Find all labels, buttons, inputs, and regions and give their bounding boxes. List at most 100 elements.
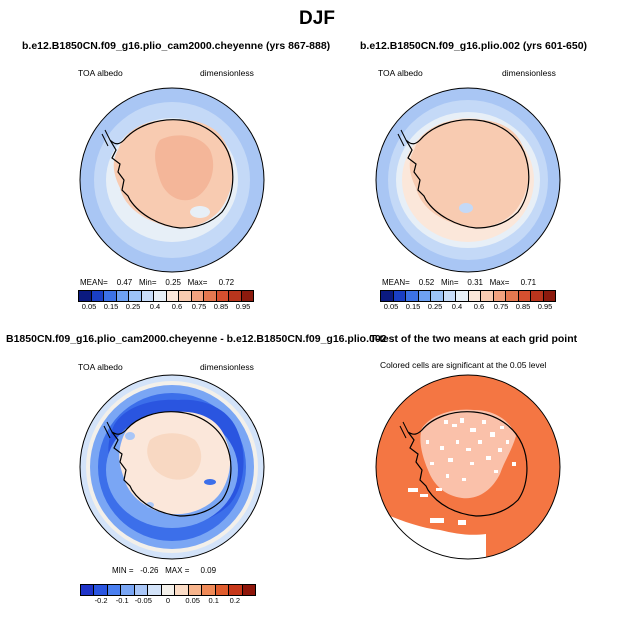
panel3-min-label: MIN = — [112, 566, 134, 575]
panel2-colorbar-swatch — [518, 291, 531, 301]
panel3-colorbar-swatch — [121, 585, 135, 595]
panel1-colorbar-tick-label: 0.6 — [171, 302, 183, 311]
panel2-colorbar-tick-label: 0.75 — [493, 302, 509, 311]
panel1-units: dimensionless — [200, 68, 254, 78]
panel3-colorbar-tick-label: -0.2 — [94, 596, 108, 605]
panel2-min: 0.31 — [467, 278, 483, 287]
panel2-mean-label: MEAN= — [382, 278, 410, 287]
panel1-colorbar-swatch — [79, 291, 92, 301]
panel3-colorbar-tick-label: 0.05 — [185, 596, 200, 605]
panel3-colorbar-tick-label: -0.05 — [134, 596, 152, 605]
panel1-colorbar-swatch — [141, 291, 154, 301]
panel1-colorbar-swatch — [191, 291, 204, 301]
panel1-title: b.e12.B1850CN.f09_g16.plio_cam2000.cheye… — [22, 40, 331, 52]
panel2-colorbar-swatch — [431, 291, 444, 301]
panel1-colorbar: 0.05 0.15 0.25 0.4 0.6 0.75 0.85 0.95 — [78, 290, 254, 312]
panel1-colorbar-tick-label: 0.4 — [149, 302, 161, 311]
panel1-max: 0.72 — [218, 278, 235, 287]
panel2-colorbar-swatch — [443, 291, 456, 301]
panel1-mean-label: MEAN= — [80, 278, 108, 287]
panel1-colorbar-swatch — [154, 291, 167, 301]
panel2-colorbar-swatch — [543, 291, 555, 301]
panel2-colorbar: 0.05 0.15 0.25 0.4 0.6 0.75 0.85 0.95 — [380, 290, 556, 312]
panel3-colorbar-swatch — [229, 585, 243, 595]
panel3-colorbar-swatch — [188, 585, 203, 595]
panel1-colorbar-tick-label: 0.05 — [81, 302, 97, 311]
panel1-colorbar-swatch — [216, 291, 229, 301]
panel2-colorbar-swatch — [531, 291, 544, 301]
panel2-colorbar-swatch — [468, 291, 481, 301]
panel2-max: 0.71 — [520, 278, 537, 287]
panel1-colorbar-tick-label: 0.95 — [235, 302, 251, 311]
panel3-stats: MIN = -0.26 MAX = 0.09 — [112, 566, 216, 575]
panel3-colorbar-swatch — [175, 585, 189, 595]
panel3-colorbar-tick-label: 0.2 — [229, 596, 241, 605]
panel3-max-label: MAX = — [165, 566, 190, 575]
panel2-colorbar-tick-label: 0.95 — [537, 302, 553, 311]
panel3-colorbar-swatch — [107, 585, 122, 595]
panel1-mean: 0.47 — [116, 278, 133, 287]
panel1-max-label: Max= — [187, 278, 208, 287]
panel2-colorbar-swatch — [381, 291, 394, 301]
panel3-colorbar-tick-label: -0.1 — [115, 596, 129, 605]
panel2-variable: TOA albedo — [378, 68, 423, 78]
panel2-stats: MEAN= 0.52 Min= 0.31 Max= 0.71 — [382, 278, 536, 287]
panel3-colorbar-swatch — [202, 585, 216, 595]
panel2-max-label: Max= — [489, 278, 510, 287]
panel1-colorbar-swatch — [129, 291, 142, 301]
panel2-mean: 0.52 — [418, 278, 435, 287]
panel2-colorbar-swatch — [493, 291, 506, 301]
panel2-colorbar-tick-label: 0.85 — [515, 302, 531, 311]
panel3-title: B1850CN.f09_g16.plio_cam2000.cheyenne - … — [6, 333, 387, 345]
panel2-colorbar-tick-label: 0.4 — [451, 302, 463, 311]
panel2-colorbar-swatch — [481, 291, 494, 301]
panel2-colorbar-swatch — [418, 291, 431, 301]
panel1-min-label: Min= — [138, 278, 157, 287]
panel3-colorbar-swatch — [161, 585, 176, 595]
panel3-colorbar-tick-label: 0 — [165, 596, 171, 605]
panel1-stats: MEAN= 0.47 Min= 0.25 Max= 0.72 — [80, 278, 234, 287]
panel3-colorbar-swatch — [81, 585, 95, 595]
panel1-colorbar-swatch — [179, 291, 192, 301]
panel1-colorbar-swatch — [166, 291, 179, 301]
panel1-colorbar-swatch — [229, 291, 242, 301]
panel1-colorbar-tick-label: 0.85 — [213, 302, 229, 311]
panel3-colorbar-tick-label: 0.1 — [208, 596, 219, 605]
panel2-colorbar-swatch — [456, 291, 469, 301]
panel2-units: dimensionless — [502, 68, 556, 78]
panel3-colorbar-swatch — [148, 585, 162, 595]
panel4-title: T-test of the two means at each grid poi… — [370, 333, 578, 345]
panel2-colorbar-tick-label: 0.15 — [405, 302, 421, 311]
panel3-units: dimensionless — [200, 362, 254, 372]
panel2-colorbar-swatch — [393, 291, 406, 301]
panel2-colorbar-swatch — [506, 291, 519, 301]
panel2-colorbar-tick-label: 0.6 — [473, 302, 485, 311]
panel2-min-label: Min= — [440, 278, 459, 287]
panel3-colorbar-swatch — [134, 585, 149, 595]
panel2-colorbar-tick-label: 0.25 — [427, 302, 443, 311]
panel3-variable: TOA albedo — [78, 362, 123, 372]
panel1-min: 0.25 — [165, 278, 181, 287]
panel3-colorbar-swatch — [242, 585, 256, 595]
panel3-min: -0.26 — [140, 566, 159, 575]
panel1-variable: TOA albedo — [78, 68, 123, 78]
panel2-title: b.e12.B1850CN.f09_g16.plio.002 (yrs 601-… — [360, 40, 588, 52]
panel1-colorbar-tick-label: 0.75 — [191, 302, 207, 311]
panel1-colorbar-swatch — [241, 291, 253, 301]
figure-title: DJF — [299, 8, 335, 29]
panel1-colorbar-swatch — [91, 291, 104, 301]
panel3-colorbar: -0.2 -0.1 -0.05 0 0.05 0.1 0.2 — [80, 584, 256, 606]
panel4-caption: Colored cells are significant at the 0.0… — [380, 360, 547, 370]
panel2-colorbar-swatch — [406, 291, 419, 301]
panel3-colorbar-swatch — [215, 585, 230, 595]
panel3-max: 0.09 — [200, 566, 217, 575]
panel1-colorbar-swatch — [116, 291, 129, 301]
panel2-colorbar-tick-label: 0.05 — [383, 302, 399, 311]
panel1-colorbar-swatch — [204, 291, 217, 301]
panel3-colorbar-swatch — [94, 585, 108, 595]
panel1-colorbar-tick-label: 0.15 — [103, 302, 119, 311]
